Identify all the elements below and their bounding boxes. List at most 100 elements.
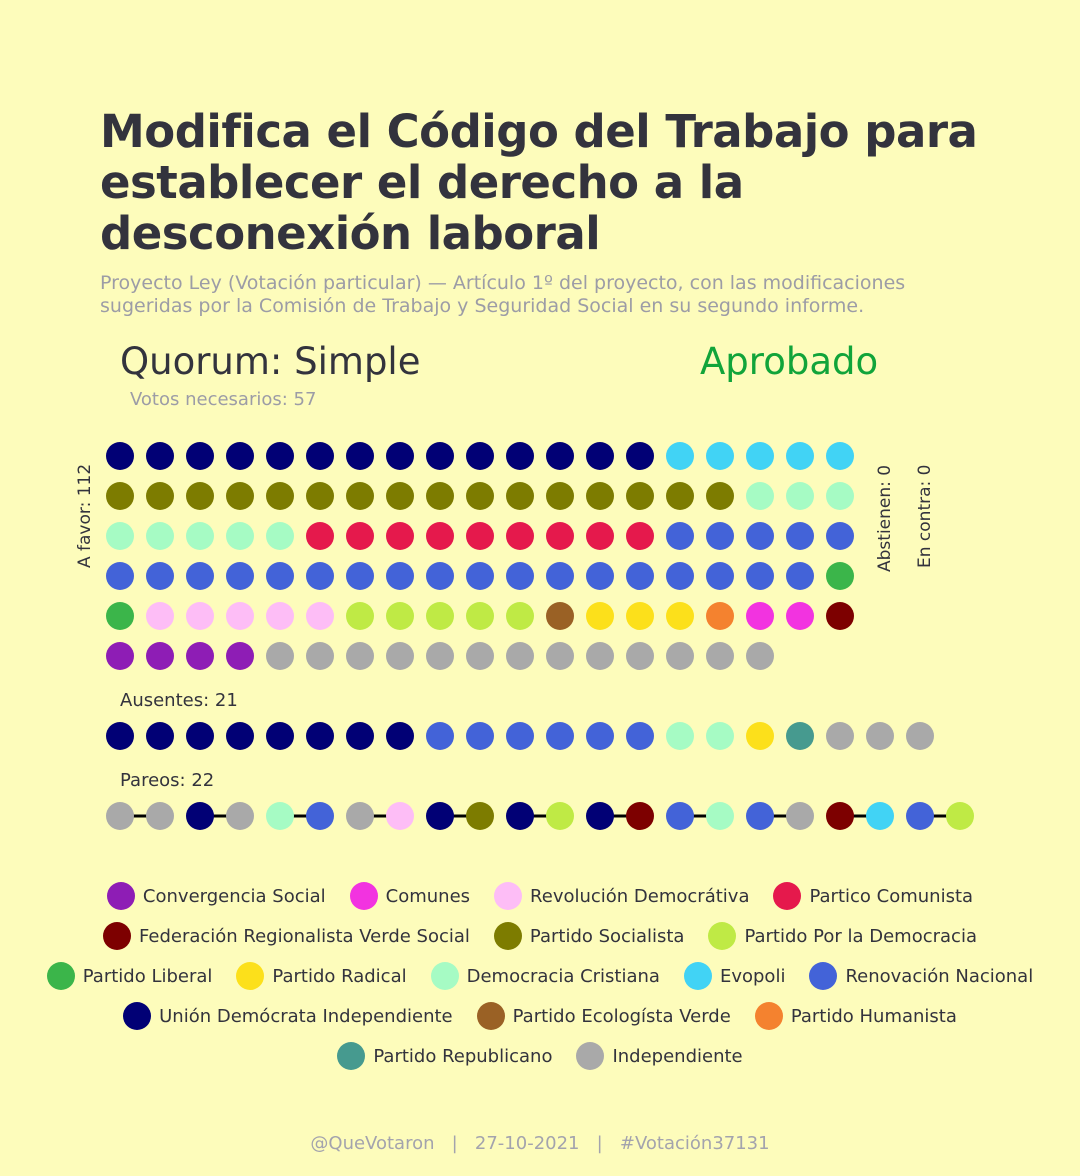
a-favor-dot (666, 562, 694, 590)
legend-swatch (46, 962, 75, 990)
legend-swatch (773, 882, 802, 910)
legend-swatch (576, 1042, 605, 1070)
a-favor-dot (306, 562, 334, 590)
a-favor-dot (666, 442, 694, 470)
legend-swatch (236, 962, 265, 990)
legend-swatch (123, 1002, 152, 1030)
a-favor-dot (706, 602, 734, 630)
legend-label: Independiente (612, 1045, 743, 1067)
pareo-dot (266, 802, 294, 830)
party-legend: Convergencia Social Comunes Revolución Dem… (30, 876, 1050, 1076)
a-favor-dot (746, 482, 774, 510)
a-favor-dot (226, 562, 254, 590)
legend-item: Comunes (349, 876, 471, 916)
ausente-dot (906, 722, 934, 750)
a-favor-dot (386, 442, 414, 470)
legend-item: Partido Republicano (337, 1036, 552, 1076)
ausente-dot (626, 722, 654, 750)
pareo-dot (346, 802, 374, 830)
a-favor-dot (506, 482, 534, 510)
a-favor-dot (826, 482, 854, 510)
a-favor-dot (146, 562, 174, 590)
ausente-dot (426, 722, 454, 750)
legend-swatch (494, 882, 523, 910)
a-favor-dot (586, 522, 614, 550)
a-favor-dot (226, 522, 254, 550)
legend-swatch (103, 922, 131, 950)
legend-item: Democracia Cristiana (430, 956, 660, 996)
a-favor-dot (746, 522, 774, 550)
pareo-dot (386, 802, 414, 830)
a-favor-dot (546, 642, 574, 670)
a-favor-dot (146, 442, 174, 470)
chart-subtitle: Proyecto Ley (Votación particular) — Art… (100, 272, 906, 317)
a-favor-dot (466, 642, 494, 670)
a-favor-dot (146, 602, 174, 630)
ausente-dot (826, 722, 854, 750)
ausente-dot (786, 722, 814, 750)
a-favor-dot (266, 482, 294, 510)
legend-label: Evopoli (719, 965, 786, 987)
a-favor-dot (586, 562, 614, 590)
a-favor-dot (346, 562, 374, 590)
a-favor-dot (346, 642, 374, 670)
a-favor-dot (106, 562, 134, 590)
legend-label: Partido Liberal (82, 965, 213, 987)
pareo-dot (866, 802, 894, 830)
a-favor-dot (786, 602, 814, 630)
legend-label: Convergencia Social (142, 885, 326, 907)
a-favor-dot (826, 562, 854, 590)
a-favor-dot (586, 482, 614, 510)
a-favor-dot (266, 562, 294, 590)
ausente-dot (186, 722, 214, 750)
ausente-dot (666, 722, 694, 750)
a-favor-dot (506, 642, 534, 670)
a-favor-dot (186, 482, 214, 510)
legend-item: Partido Radical (236, 956, 407, 996)
pareo-dot (546, 802, 574, 830)
legend-swatch (708, 922, 737, 950)
legend-swatch (349, 882, 378, 910)
a-favor-dot (186, 522, 214, 550)
ausente-dot (586, 722, 614, 750)
legend-item: Evopoli (683, 956, 786, 996)
pareo-dot (946, 802, 974, 830)
pareo-dot (106, 802, 134, 830)
a-favor-dot (106, 522, 134, 550)
a-favor-dot (346, 482, 374, 510)
a-favor-dot (106, 602, 134, 630)
legend-swatch (337, 1042, 366, 1070)
legend-item: Federación Regionalista Verde Social (103, 916, 470, 956)
a-favor-dot (106, 642, 134, 670)
legend-item: Convergencia Social (106, 876, 326, 916)
ausente-dot (346, 722, 374, 750)
a-favor-dot (746, 602, 774, 630)
pareos-label: Pareos: 22 (120, 770, 215, 791)
a-favor-dot (706, 642, 734, 670)
a-favor-dot (186, 562, 214, 590)
votes-needed-label: Votos necesarios: 57 (130, 389, 317, 410)
a-favor-dot (506, 602, 534, 630)
a-favor-dot (706, 442, 734, 470)
legend-swatch (754, 1002, 783, 1030)
legend-item: Unión Demócrata Independiente (123, 996, 453, 1036)
a-favor-dot (626, 522, 654, 550)
ausente-dot (746, 722, 774, 750)
a-favor-dot (666, 482, 694, 510)
a-favor-dot (146, 522, 174, 550)
a-favor-dot (426, 562, 454, 590)
a-favor-dot (146, 642, 174, 670)
a-favor-dot (786, 442, 814, 470)
a-favor-dot (666, 602, 694, 630)
legend-item: Partido Ecologísta Verde (476, 996, 731, 1036)
legend-label: Partido Republicano (373, 1045, 553, 1067)
legend-label: Comunes (385, 885, 471, 907)
a-favor-dot (346, 442, 374, 470)
a-favor-dot (546, 602, 574, 630)
a-favor-dot (266, 602, 294, 630)
a-favor-dot (666, 522, 694, 550)
ausente-dot (386, 722, 414, 750)
a-favor-dot (546, 522, 574, 550)
legend-item: Renovación Nacional (809, 956, 1033, 996)
legend-item: Partido Socialista (493, 916, 684, 956)
